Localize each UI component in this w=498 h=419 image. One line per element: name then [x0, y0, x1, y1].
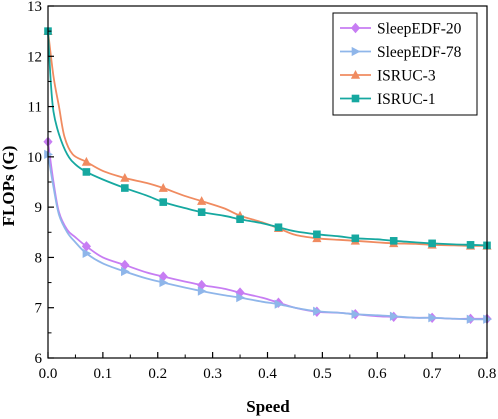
- data-point: [82, 248, 92, 259]
- legend-label: ISRUC-1: [377, 91, 436, 108]
- data-point: [121, 184, 129, 192]
- data-point: [236, 215, 244, 224]
- data-point: [466, 241, 475, 249]
- legend-item: ISRUC-1: [340, 91, 436, 108]
- legend-item: ISRUC-3: [340, 68, 436, 85]
- axes-layer: 0.0 0.1 0.2 0.3 0.4 0.5 0.6 0.7 0.8 6 7 8 9 10 11 12 13: [27, 0, 496, 382]
- y-tick-label: 8: [35, 250, 43, 266]
- data-point: [120, 172, 130, 182]
- legend-marker: [350, 22, 361, 34]
- x-tick-label: 0.8: [478, 366, 497, 382]
- data-point: [236, 293, 246, 303]
- data-point: [274, 299, 284, 309]
- y-tick-label: 7: [35, 301, 43, 317]
- data-point: [197, 286, 207, 296]
- data-point: [428, 239, 436, 248]
- legend-label: SleepEDF-20: [377, 21, 462, 38]
- x-tick-label: 0.1: [94, 366, 113, 382]
- series-line: [47, 141, 487, 320]
- x-tick-label: 0.7: [423, 366, 442, 382]
- data-point: [82, 168, 91, 176]
- y-tick-label: 12: [27, 49, 42, 65]
- y-tick-label: 11: [28, 100, 42, 116]
- legend-marker: [351, 46, 361, 57]
- x-tick-label: 0.3: [203, 366, 222, 382]
- data-point: [351, 234, 360, 243]
- y-tick-label: 9: [35, 200, 43, 216]
- series-sleepedf-78: [44, 149, 492, 324]
- data-point: [274, 223, 283, 232]
- x-tick-label: 0.6: [368, 366, 387, 382]
- data-point: [466, 314, 476, 324]
- legend-marker: [350, 70, 361, 79]
- y-tick-label: 13: [27, 0, 42, 15]
- data-point: [120, 259, 130, 271]
- data-point: [197, 196, 207, 205]
- x-tick-label: 0.4: [258, 366, 277, 382]
- legend-label: ISRUC-3: [377, 68, 436, 85]
- y-tick-label: 6: [35, 351, 43, 367]
- legend: SleepEDF-20 SleepEDF-78 ISRUC-3 ISRUC-1: [332, 12, 478, 116]
- data-point: [313, 306, 322, 316]
- y-tick-label: 10: [27, 150, 42, 166]
- data-point: [159, 277, 169, 288]
- data-point: [159, 198, 168, 206]
- data-point: [81, 241, 92, 252]
- data-point: [121, 266, 130, 277]
- data-point: [81, 156, 92, 166]
- data-point: [389, 311, 399, 321]
- series-sleepedf-20: [43, 136, 492, 324]
- data-point: [158, 183, 168, 192]
- y-axis-title: FLOPs (G): [0, 146, 18, 227]
- data-point: [428, 313, 438, 323]
- x-tick-label: 0.0: [39, 366, 58, 382]
- series-line: [47, 154, 488, 321]
- series-line: [47, 31, 488, 247]
- legend-label: SleepEDF-78: [377, 44, 462, 61]
- legend-marker: [351, 94, 360, 103]
- series-layer: [43, 26, 492, 324]
- legend-item: SleepEDF-78: [340, 44, 462, 61]
- x-tick-label: 0.2: [148, 366, 167, 382]
- data-point: [351, 309, 361, 319]
- data-point: [197, 208, 206, 216]
- data-point: [313, 230, 321, 239]
- legend-item: SleepEDF-20: [340, 21, 462, 38]
- x-axis-title: Speed: [246, 397, 290, 416]
- data-point: [389, 237, 398, 245]
- x-tick-label: 0.5: [313, 366, 332, 382]
